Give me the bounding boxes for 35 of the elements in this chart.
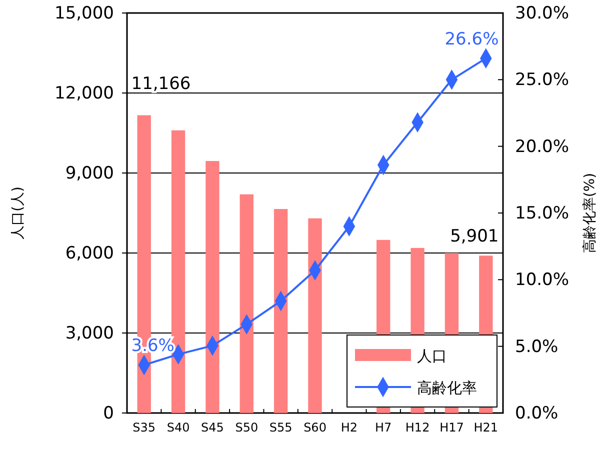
y2-tick-label: 5.0% [515, 336, 558, 357]
x-tick-label: H7 [375, 420, 392, 435]
bar [240, 194, 254, 413]
x-tick-label: H2 [340, 420, 358, 435]
x-tick-label: S60 [304, 420, 326, 435]
y2-tick-label: 15.0% [515, 203, 570, 224]
y-tick-label: 0 [103, 403, 114, 424]
y-tick-label: 3,000 [65, 323, 114, 344]
y2-tick-label: 10.0% [515, 270, 570, 290]
x-tick-label: S45 [201, 420, 224, 435]
data-label: 5,901 [450, 226, 499, 247]
y-tick-label: 6,000 [65, 243, 114, 264]
bar [274, 209, 288, 413]
bar [308, 218, 322, 413]
y2-tick-label: 20.0% [515, 136, 570, 157]
x-tick-label: S50 [235, 420, 258, 435]
y2-tick-label: 25.0% [515, 70, 570, 90]
y2-tick-label: 0.0% [515, 403, 558, 424]
x-tick-label: S55 [269, 420, 292, 435]
data-label: 26.6% [444, 29, 499, 50]
legend-label: 高齢化率 [417, 379, 477, 397]
x-tick-label: S40 [166, 420, 190, 435]
y-tick-label: 9,000 [65, 163, 114, 184]
y-tick-label: 15,000 [54, 3, 114, 24]
legend-label: 人口 [417, 347, 447, 365]
y-tick-label: 12,000 [54, 83, 114, 104]
data-label: 11,166 [131, 74, 191, 94]
y2-tick-label: 30.0% [515, 3, 570, 24]
y2-axis-title: 高齢化率(%) [582, 172, 598, 254]
x-tick-label: S35 [132, 420, 156, 435]
x-tick-label: H21 [474, 420, 498, 435]
bar [206, 161, 220, 413]
x-tick-label: H12 [405, 420, 430, 435]
y-axis-title: 人口(人) [10, 186, 26, 240]
x-tick-label: H17 [440, 420, 464, 435]
